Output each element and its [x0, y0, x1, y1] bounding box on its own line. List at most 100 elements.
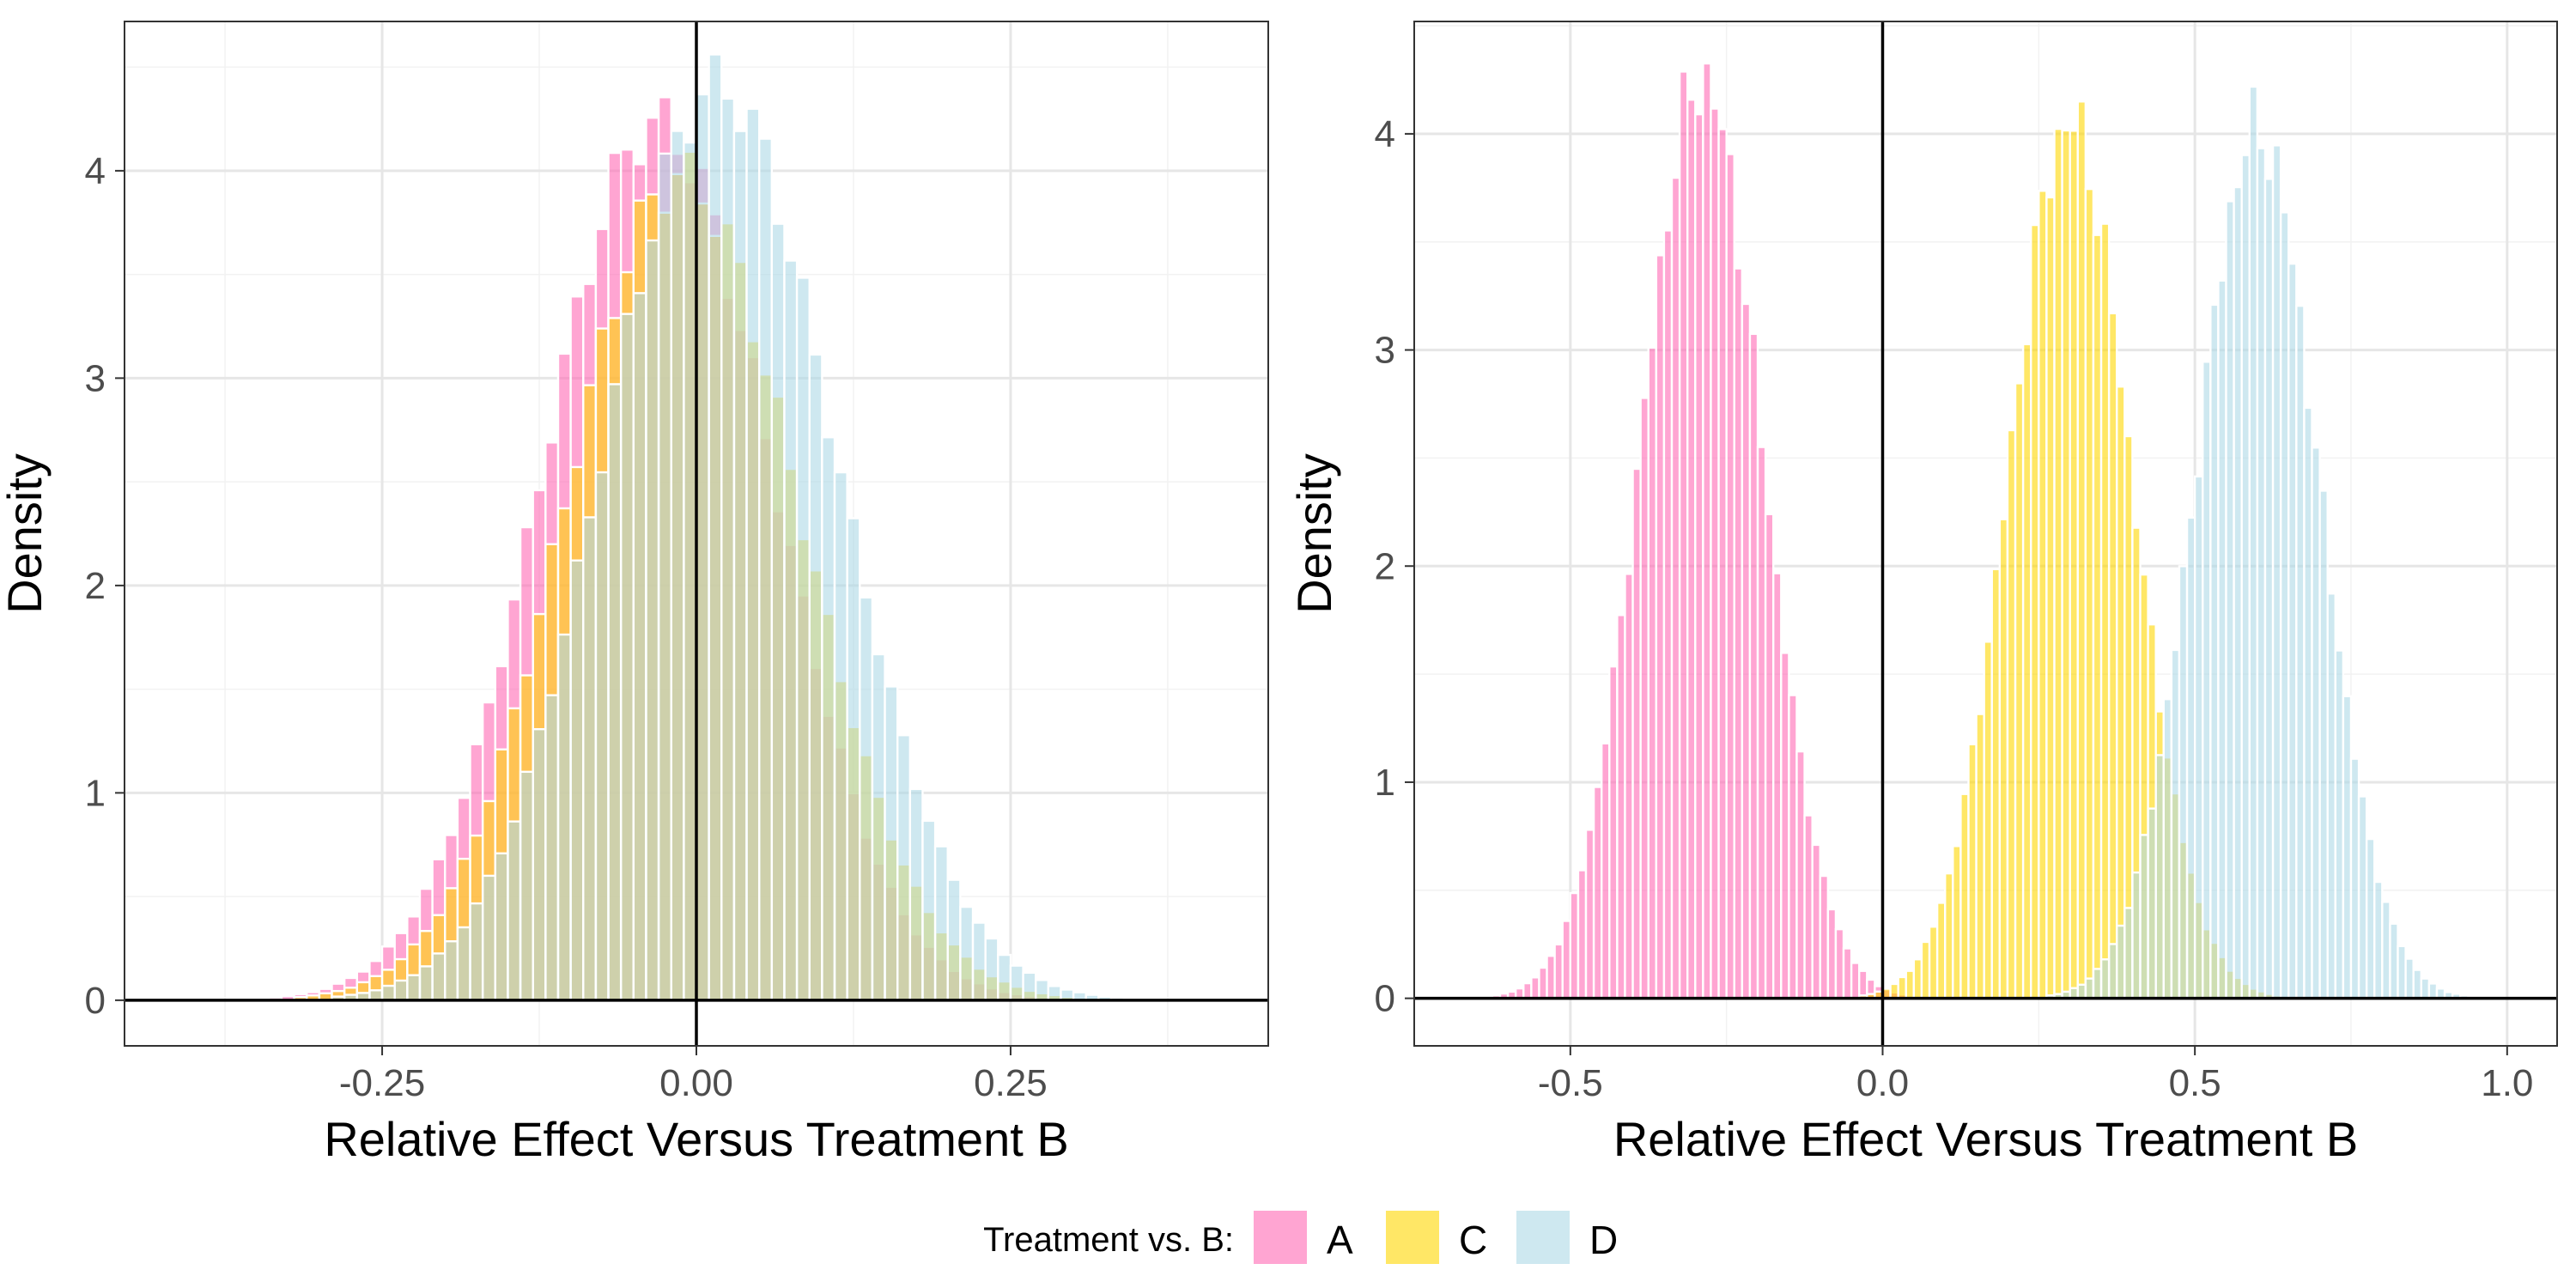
histogram-bar-D — [2389, 922, 2399, 999]
y-axis-title: Density — [0, 453, 52, 614]
histogram-bar-A — [1584, 829, 1595, 999]
histogram-bar-A — [1795, 750, 1806, 999]
histogram-bar-D — [645, 239, 660, 1002]
histogram-bar-C — [2076, 100, 2087, 999]
histogram-bar-D — [2154, 754, 2165, 999]
histogram-bar-D — [418, 965, 434, 1002]
histogram-bar-C — [2038, 190, 2048, 999]
histogram-bar-C — [1990, 568, 2002, 999]
histogram-bar-D — [2084, 977, 2095, 999]
histogram-bar-D — [808, 353, 823, 1002]
histogram-bar-A — [1826, 908, 1838, 999]
y-tick-label: 1 — [1375, 762, 1395, 804]
histogram-bar-C — [1975, 713, 1985, 999]
histogram-bar-D — [933, 845, 949, 1002]
histogram-bar-D — [2334, 649, 2345, 999]
histogram-bar-D — [757, 137, 774, 1002]
chart-panel-1: -0.25 0.00 0.25 0 1 2 3 4 Relative Effect Versus… — [0, 21, 1269, 1166]
histogram-bar-A — [1725, 153, 1735, 999]
histogram-bar-D — [393, 979, 409, 1002]
histogram-bar-D — [2271, 144, 2282, 999]
y-tick-label: 3 — [85, 357, 106, 399]
x-axis-title: Relative Effect Versus Treatment B — [324, 1112, 1068, 1166]
histogram-bar-A — [1748, 332, 1759, 999]
histogram-bar-D — [2092, 968, 2103, 999]
histogram-bar-A — [1834, 927, 1845, 999]
histogram-bar-D — [971, 921, 987, 1002]
histogram-bar-A — [1710, 107, 1720, 999]
histogram-bar-D — [732, 130, 748, 1002]
histogram-bar-A — [1561, 920, 1572, 999]
y-tick-label: 4 — [85, 150, 106, 192]
histogram-bar-C — [2107, 312, 2118, 999]
histogram-bar-A — [1639, 397, 1649, 999]
histogram-bar-C — [1959, 793, 1970, 999]
histogram-bar-D — [1022, 971, 1037, 1002]
x-tick-label: 1.0 — [2481, 1062, 2533, 1104]
histogram-bar-D — [859, 596, 874, 1002]
histogram-bar-D — [745, 107, 761, 1002]
x-tick-label: 0.5 — [2169, 1062, 2221, 1104]
histogram-bar-D — [569, 559, 585, 1002]
histogram-series-A — [1491, 62, 1907, 999]
y-tick-label: 2 — [1375, 545, 1395, 587]
histogram-bar-D — [683, 141, 698, 1002]
legend-key-C — [1386, 1211, 1439, 1264]
histogram-bar-A — [1600, 742, 1611, 999]
histogram-bar-C — [1998, 518, 2009, 999]
histogram-bar-A — [1546, 954, 1556, 999]
histogram-bar-D — [2263, 178, 2275, 999]
histogram-bar-D — [695, 93, 710, 1002]
histogram-bar-D — [2318, 489, 2329, 999]
histogram-bar-A — [1577, 869, 1588, 999]
histogram-bar-D — [2185, 516, 2196, 999]
histogram-bar-D — [2256, 147, 2267, 999]
y-tick-label: 0 — [1375, 978, 1395, 1020]
x-tick-label: 0.25 — [974, 1062, 1048, 1104]
histogram-bar-D — [519, 770, 534, 1002]
histogram-bar-A — [1608, 665, 1619, 999]
histogram-bar-A — [1522, 981, 1533, 999]
histogram-bar-D — [544, 694, 560, 1002]
histogram-bar-D — [2099, 958, 2111, 999]
histogram-bar-A — [1811, 843, 1821, 999]
histogram-bar-D — [582, 516, 598, 1002]
histogram-bar-D — [821, 436, 836, 1002]
histogram-bar-C — [1912, 958, 1923, 999]
histogram-bar-D — [2248, 85, 2259, 999]
histogram-series-D — [331, 53, 1125, 1002]
histogram-bar-D — [1009, 964, 1024, 1002]
histogram-bar-A — [1592, 786, 1603, 999]
histogram-bar-D — [921, 819, 937, 1002]
histogram-bar-D — [507, 820, 522, 1002]
legend-item-A: A — [1254, 1211, 1353, 1264]
legend-key-A — [1254, 1211, 1307, 1264]
histogram-bar-C — [1983, 641, 1993, 999]
histogram-bar-D — [2279, 211, 2290, 999]
histogram-bar-D — [2123, 907, 2134, 999]
histogram-bar-C — [1952, 845, 1962, 999]
histogram-bar-D — [2397, 945, 2407, 999]
histogram-bar-C — [1905, 969, 1916, 999]
histogram-series-D — [2045, 85, 2470, 999]
histogram-bar-D — [532, 727, 547, 1002]
y-tick-label: 1 — [85, 772, 106, 814]
histogram-bar-D — [2162, 697, 2173, 999]
histogram-bar-D — [2357, 795, 2368, 999]
histogram-bar-D — [456, 926, 471, 1002]
histogram-bar-D — [2193, 475, 2204, 999]
histogram-bar-C — [2045, 196, 2056, 999]
histogram-bar-A — [1733, 267, 1744, 999]
histogram-bar-D — [2217, 279, 2227, 999]
histogram-bar-D — [2178, 565, 2189, 999]
histogram-bar-D — [795, 276, 811, 1002]
histogram-bar-D — [1047, 985, 1062, 1002]
histogram-bar-D — [997, 953, 1012, 1002]
histogram-bar-D — [380, 984, 396, 1002]
legend-item-D: D — [1516, 1211, 1618, 1264]
y-tick-label: 3 — [1375, 330, 1395, 372]
histogram-bar-D — [2295, 304, 2306, 999]
histogram-bar-D — [1060, 988, 1075, 1002]
histogram-bar-D — [2233, 185, 2243, 999]
histogram-bar-C — [2006, 428, 2017, 999]
